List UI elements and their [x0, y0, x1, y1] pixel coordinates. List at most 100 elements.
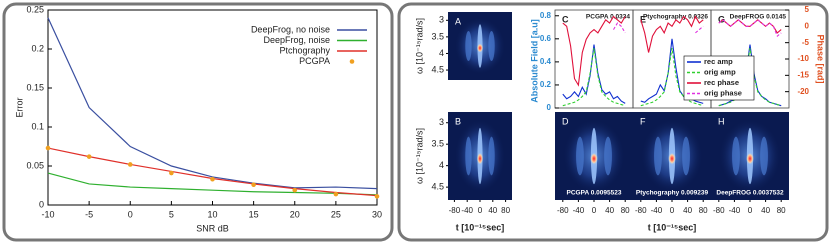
t-tick-label: 40	[683, 206, 692, 215]
t-tick-label: 0	[748, 206, 753, 215]
legend-label: orig amp	[704, 67, 736, 76]
spectrogram-lobe	[682, 136, 690, 176]
y-tick-label: 0.6	[540, 34, 552, 43]
x-tick-label: -5	[85, 209, 93, 219]
x-tick-label: 15	[249, 209, 259, 219]
t-tick-label: -40	[573, 206, 585, 215]
t-tick-label: 40	[605, 206, 614, 215]
y2-tick-label: -15	[797, 70, 809, 79]
panel-title: PCGPA 0.0334	[586, 14, 630, 21]
t-axis-label: t [10⁻¹⁵sec]	[648, 222, 697, 232]
data-point	[45, 145, 51, 151]
legend-label: PCGPA	[299, 56, 330, 66]
y2-tick-label: 5	[805, 5, 810, 14]
data-point	[210, 176, 215, 182]
series-line	[640, 15, 704, 53]
spectrogram-core	[476, 43, 484, 53]
y-axis-label: Error	[14, 97, 24, 117]
panel-label: G	[718, 14, 725, 24]
legend-label: rec phase	[704, 78, 739, 87]
x-tick-label: 5	[169, 209, 174, 219]
series-line	[47, 172, 378, 196]
y2-tick-label: -10	[797, 54, 809, 63]
omega-tick-label: 4.5	[431, 64, 444, 74]
series-line	[613, 22, 626, 34]
omega-tick-label: 4	[439, 48, 444, 58]
panel-title: DeepFROG 0.0037532	[716, 190, 784, 197]
spectrogram-lobe	[488, 136, 495, 176]
panel-label: B	[455, 116, 461, 126]
legend-box	[683, 55, 755, 101]
legend-label: orig phase	[704, 88, 742, 97]
t-tick-label: -80	[713, 206, 725, 215]
panel-label: F	[640, 116, 646, 126]
data-point	[251, 182, 256, 188]
y-tick-label: 0.2	[540, 80, 552, 89]
y-tick-label: 0.25	[26, 4, 44, 14]
x-axis-label: SNR dB	[196, 223, 229, 233]
legend-label: DeepFrog, no noise	[251, 24, 330, 34]
panel-label: H	[718, 116, 725, 126]
t-axis-label: t [10⁻¹⁵sec]	[456, 222, 505, 232]
y2-axis-label: Phase [rad]	[816, 34, 826, 83]
data-point	[292, 187, 298, 193]
omega-axis-label: ω [10⁻¹⁵rad/s]	[414, 18, 424, 74]
t-tick-label: -40	[651, 206, 663, 215]
omega-tick-label: 3.5	[431, 31, 444, 41]
legend-label: DeepFrog, noise	[263, 35, 330, 45]
legend-label: Ptchography	[279, 45, 330, 55]
omega-tick-label: 4.5	[431, 181, 444, 191]
y-tick-label: 0	[39, 199, 44, 209]
t-tick-label: 0	[592, 206, 597, 215]
spectrogram-lobe	[760, 136, 768, 176]
t-tick-label: -80	[557, 206, 569, 215]
t-tick-label: 40	[488, 206, 497, 215]
t-tick-label: 40	[761, 206, 770, 215]
t-tick-label: 80	[699, 206, 708, 215]
y-axis-label: Absolute Field [a.u]	[529, 19, 539, 103]
series-line	[695, 25, 704, 34]
y-tick-label: 0.15	[26, 82, 44, 92]
y-tick-label: 0	[547, 103, 552, 112]
t-tick-label: -80	[449, 206, 461, 215]
t-tick-label: -40	[461, 206, 473, 215]
panel-title: DeepFROG 0.0145	[730, 14, 787, 21]
data-point	[374, 194, 380, 199]
t-tick-label: -40	[729, 206, 741, 215]
series-line	[562, 44, 626, 104]
omega-tick-label: 3.5	[431, 139, 444, 149]
series-line	[562, 15, 626, 87]
spectrogram-lobe	[576, 136, 584, 176]
y2-tick-label: -5	[802, 38, 810, 47]
y-tick-label: 0.1	[31, 121, 44, 131]
t-tick-label: 80	[621, 206, 630, 215]
series-line	[718, 44, 782, 107]
panel-title: Ptychography 0.0326	[643, 14, 708, 21]
spectrogram-lobe	[488, 31, 495, 61]
x-tick-label: 30	[372, 209, 382, 219]
x-tick-label: 25	[331, 209, 341, 219]
spectrogram-core	[746, 152, 754, 165]
y-tick-label: 0.4	[540, 57, 552, 66]
t-tick-label: 80	[501, 206, 510, 215]
panel-label: C	[562, 14, 569, 24]
data-point	[169, 170, 174, 176]
data-point	[86, 154, 92, 159]
spectrogram-core	[668, 152, 676, 165]
series-line	[718, 19, 782, 38]
t-tick-label: 0	[670, 206, 675, 215]
left-panel	[2, 2, 394, 242]
omega-tick-label: 3	[439, 117, 444, 127]
x-tick-label: 20	[290, 209, 300, 219]
series-line	[47, 17, 378, 190]
legend-label: rec amp	[704, 57, 733, 66]
omega-tick-label: 3	[439, 15, 444, 25]
y-tick-label: 0.8	[540, 11, 552, 20]
data-point	[127, 162, 133, 167]
spectrogram-core	[590, 152, 598, 165]
y2-tick-label: -20	[797, 87, 809, 96]
spectrogram-lobe	[465, 136, 472, 176]
panel-label: A	[455, 16, 461, 26]
x-tick-label: 10	[207, 209, 217, 219]
spectrogram-lobe	[604, 136, 612, 176]
